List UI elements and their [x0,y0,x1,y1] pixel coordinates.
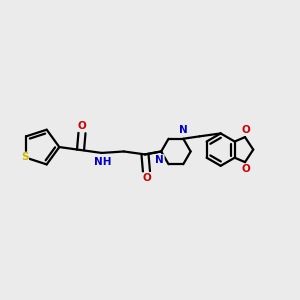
Text: N: N [179,125,188,136]
Text: NH: NH [94,157,111,167]
Text: S: S [21,152,28,162]
Text: O: O [241,125,250,135]
Text: O: O [142,173,151,183]
Text: O: O [78,122,86,131]
Text: O: O [241,164,250,175]
Text: N: N [155,155,164,165]
